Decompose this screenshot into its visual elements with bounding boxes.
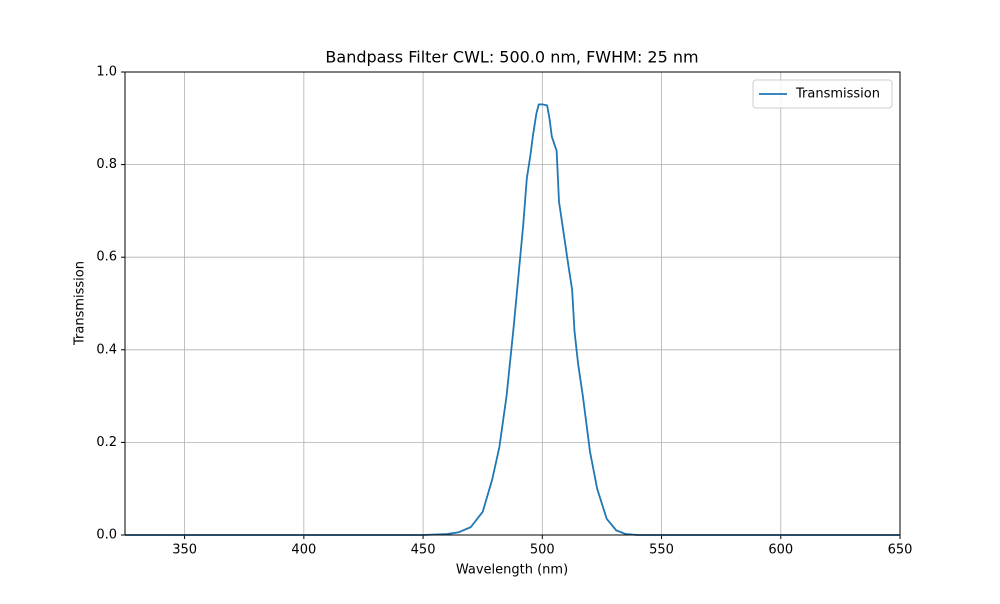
y-axis-label: Transmission [73, 261, 88, 346]
chart-title: Bandpass Filter CWL: 500.0 nm, FWHM: 25 … [325, 48, 698, 67]
x-tick-label: 400 [291, 543, 316, 558]
x-tick-label: 350 [172, 543, 197, 558]
y-tick-label: 0.0 [96, 528, 117, 543]
x-tick-label: 650 [888, 543, 913, 558]
x-tick-label: 600 [768, 543, 793, 558]
x-axis-label: Wavelength (nm) [456, 563, 568, 578]
x-tick-label: 550 [649, 543, 674, 558]
y-tick-label: 1.0 [96, 65, 117, 80]
legend-box [752, 79, 893, 109]
x-tick-label: 450 [411, 543, 436, 558]
y-tick-label: 0.6 [96, 250, 117, 265]
series-line [125, 103, 900, 536]
y-tick-label: 0.8 [96, 157, 117, 172]
x-tick-label: 500 [530, 543, 555, 558]
y-tick-label: 0.2 [96, 435, 117, 450]
y-tick-label: 0.4 [96, 342, 117, 357]
legend-label: Transmission [795, 87, 880, 102]
plot-frame [124, 71, 901, 536]
